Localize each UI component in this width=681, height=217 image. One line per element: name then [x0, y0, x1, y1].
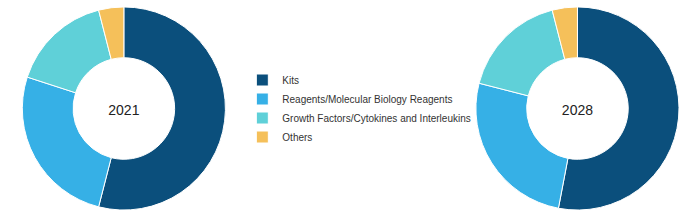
svg-text:Kits: Kits	[282, 75, 299, 86]
svg-text:Others: Others	[282, 132, 312, 143]
svg-text:Growth Factors/Cytokines and I: Growth Factors/Cytokines and Interleukin…	[282, 113, 470, 124]
svg-text:Reagents/Molecular Biology Rea: Reagents/Molecular Biology Reagents	[282, 94, 452, 105]
svg-text:2021: 2021	[108, 102, 139, 118]
svg-text:2028: 2028	[562, 102, 593, 118]
